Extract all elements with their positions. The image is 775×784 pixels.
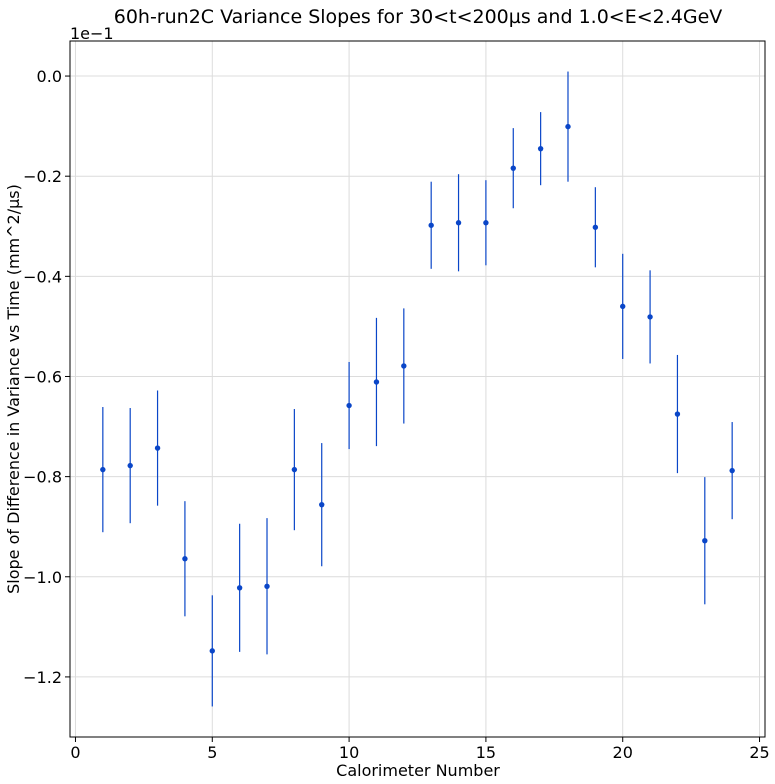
data-point — [264, 583, 270, 589]
data-point — [209, 648, 215, 654]
data-point — [702, 538, 708, 544]
x-tick-label: 15 — [476, 743, 496, 762]
y-tick-label: 0.0 — [37, 67, 62, 86]
data-point — [674, 411, 681, 417]
x-axis-label: Calorimeter Number — [336, 761, 500, 780]
x-tick-label: 0 — [70, 743, 80, 762]
y-tick-label: −0.2 — [23, 167, 62, 186]
y-tick-label: −0.6 — [23, 367, 62, 386]
data-point — [401, 363, 407, 369]
x-tick-label: 10 — [339, 743, 359, 762]
data-point — [127, 462, 133, 469]
plot-frame — [69, 40, 766, 738]
data-point — [346, 402, 352, 409]
data-point — [428, 222, 434, 228]
data-points — [100, 123, 735, 654]
y-axis-label: Slope of Difference in Variance vs Time … — [4, 184, 23, 594]
data-point — [455, 220, 462, 226]
data-point — [483, 220, 489, 226]
x-tick-label: 5 — [207, 743, 217, 762]
data-point — [100, 466, 106, 473]
x-tick-label: 20 — [613, 743, 633, 762]
chart-title: 60h-run2C Variance Slopes for 30<t<200µs… — [114, 6, 723, 28]
y-tick-label: −0.8 — [23, 468, 62, 487]
data-point — [182, 556, 188, 562]
data-point — [373, 379, 380, 385]
data-point — [537, 145, 544, 152]
data-point — [647, 314, 653, 320]
x-tick-label: 25 — [749, 743, 769, 762]
data-point — [592, 224, 599, 230]
data-point — [729, 467, 735, 474]
data-point — [319, 501, 325, 508]
data-point — [620, 303, 626, 310]
data-point — [510, 165, 516, 171]
x-axis-ticks: 0 5 10 15 20 25 — [70, 737, 770, 762]
y-tick-label: −1.0 — [23, 568, 62, 587]
y-tick-label: −0.4 — [23, 267, 62, 286]
data-point — [291, 466, 298, 473]
grid — [70, 41, 765, 737]
data-point — [565, 123, 571, 130]
data-point — [236, 585, 243, 591]
y-axis-ticks: 0.0 −0.2 −0.4 −0.6 −0.8 −1.0 −1.2 — [23, 67, 70, 687]
error-bars — [102, 71, 733, 707]
y-tick-label: −1.2 — [23, 668, 62, 687]
data-point — [154, 445, 161, 451]
y-axis-offset-label: 1e−1 — [70, 24, 114, 43]
